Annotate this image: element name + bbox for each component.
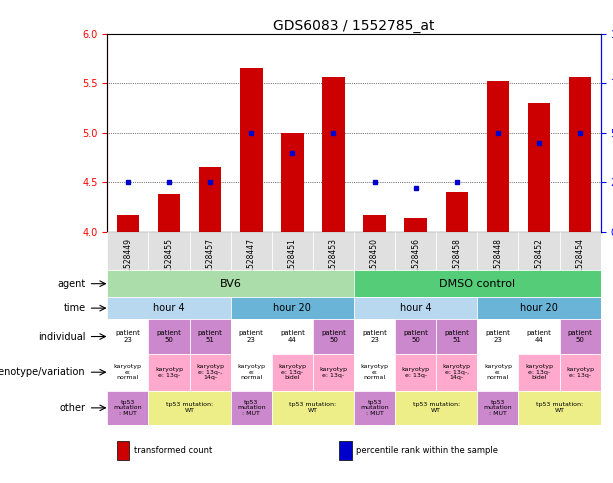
Text: GSM1528448: GSM1528448 (493, 238, 503, 288)
Text: GSM1528450: GSM1528450 (370, 238, 379, 289)
Bar (569, 77, 592, 232)
Bar (487, 81, 509, 232)
Text: hour 20: hour 20 (273, 303, 311, 313)
Text: patient
44: patient 44 (527, 330, 552, 343)
Text: time: time (63, 303, 85, 313)
Text: tp53
mutation
: MUT: tp53 mutation : MUT (113, 399, 142, 416)
Text: tp53
mutation
: MUT: tp53 mutation : MUT (360, 399, 389, 416)
Text: GSM1528451: GSM1528451 (288, 238, 297, 288)
Text: tp53 mutation:
WT: tp53 mutation: WT (536, 402, 583, 413)
Text: percentile rank within the sample: percentile rank within the sample (357, 446, 498, 455)
Text: karyotyp
e:
normal: karyotyp e: normal (114, 364, 142, 381)
Text: hour 4: hour 4 (153, 303, 185, 313)
Text: patient
23: patient 23 (485, 330, 511, 343)
Bar (519, 232, 560, 270)
Text: karyotyp
e:
normal: karyotyp e: normal (237, 364, 265, 381)
Text: GSM1528449: GSM1528449 (123, 238, 132, 289)
Text: GSM1528452: GSM1528452 (535, 238, 544, 288)
Bar (395, 232, 436, 270)
Text: tp53
mutation
: MUT: tp53 mutation : MUT (484, 399, 512, 416)
Bar (528, 103, 550, 232)
Text: hour 20: hour 20 (520, 303, 558, 313)
Text: GSM1528456: GSM1528456 (411, 238, 420, 289)
Text: GSM1528455: GSM1528455 (164, 238, 173, 289)
Text: GSM1528453: GSM1528453 (329, 238, 338, 289)
Text: tp53
mutation
: MUT: tp53 mutation : MUT (237, 399, 265, 416)
Bar (436, 232, 478, 270)
Bar (107, 232, 148, 270)
Text: patient
50: patient 50 (403, 330, 428, 343)
Text: transformed count: transformed count (134, 446, 213, 455)
Text: karyotyp
e: 13q-: karyotyp e: 13q- (155, 367, 183, 378)
Text: DMSO control: DMSO control (440, 279, 516, 289)
Text: genotype/variation: genotype/variation (0, 367, 85, 377)
Bar (560, 232, 601, 270)
Bar (405, 218, 427, 232)
Bar (116, 215, 139, 232)
Text: patient
50: patient 50 (156, 330, 181, 343)
Bar (240, 69, 262, 232)
Bar (478, 232, 519, 270)
Text: karyotyp
e: 13q-: karyotyp e: 13q- (402, 367, 430, 378)
Bar (281, 133, 303, 232)
Text: BV6: BV6 (219, 279, 242, 289)
Title: GDS6083 / 1552785_at: GDS6083 / 1552785_at (273, 19, 435, 33)
Text: hour 4: hour 4 (400, 303, 432, 313)
Text: patient
50: patient 50 (568, 330, 593, 343)
Bar (199, 168, 221, 232)
Text: GSM1528454: GSM1528454 (576, 238, 585, 289)
Text: patient
51: patient 51 (197, 330, 223, 343)
Bar (230, 232, 272, 270)
Bar (354, 232, 395, 270)
Text: karyotyp
e: 13q-: karyotyp e: 13q- (319, 367, 348, 378)
Text: tp53 mutation:
WT: tp53 mutation: WT (413, 402, 460, 413)
Text: karyotyp
e: 13q-: karyotyp e: 13q- (566, 367, 594, 378)
Bar (158, 194, 180, 232)
Text: GSM1528457: GSM1528457 (205, 238, 215, 289)
Text: karyotyp
e: 13q-
bidel: karyotyp e: 13q- bidel (525, 364, 553, 381)
Text: karyotyp
e: 13q-,
14q-: karyotyp e: 13q-, 14q- (196, 364, 224, 381)
Text: patient
23: patient 23 (115, 330, 140, 343)
Text: patient
51: patient 51 (444, 330, 469, 343)
Text: individual: individual (38, 331, 85, 341)
Bar (148, 232, 189, 270)
Text: GSM1528458: GSM1528458 (452, 238, 462, 288)
Text: karyotyp
e: 13q-
bidel: karyotyp e: 13q- bidel (278, 364, 306, 381)
Text: patient
23: patient 23 (362, 330, 387, 343)
Bar (339, 441, 351, 460)
Bar (322, 77, 345, 232)
Bar (313, 232, 354, 270)
Text: patient
23: patient 23 (239, 330, 264, 343)
Bar (446, 192, 468, 232)
Text: tp53 mutation:
WT: tp53 mutation: WT (166, 402, 213, 413)
Text: other: other (59, 403, 85, 413)
Bar (117, 441, 129, 460)
Bar (364, 215, 386, 232)
Text: agent: agent (57, 279, 85, 289)
Text: patient
50: patient 50 (321, 330, 346, 343)
Text: karyotyp
e:
normal: karyotyp e: normal (360, 364, 389, 381)
Bar (189, 232, 230, 270)
Text: tp53 mutation:
WT: tp53 mutation: WT (289, 402, 337, 413)
Text: GSM1528447: GSM1528447 (246, 238, 256, 289)
Text: patient
44: patient 44 (280, 330, 305, 343)
Bar (272, 232, 313, 270)
Text: karyotyp
e: 13q-,
14q-: karyotyp e: 13q-, 14q- (443, 364, 471, 381)
Text: karyotyp
e:
normal: karyotyp e: normal (484, 364, 512, 381)
